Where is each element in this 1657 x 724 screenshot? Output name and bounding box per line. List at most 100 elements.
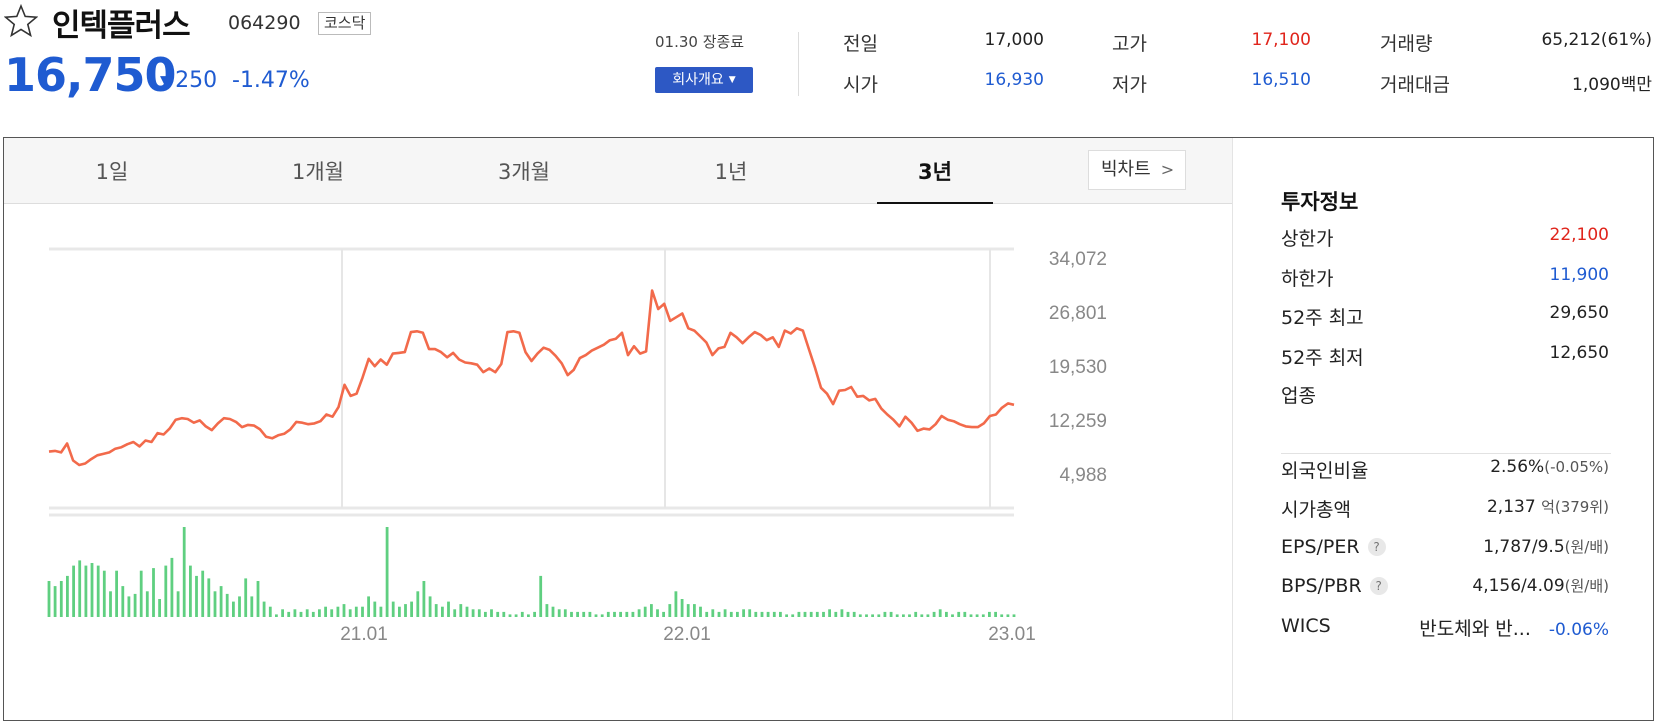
volume-bar [416,591,420,617]
volume-bar [606,611,610,617]
volume-bar [576,611,579,617]
eps-per-unit: (원/배) [1564,538,1609,556]
low-52w-label: 52주 최저 [1281,347,1364,369]
help-question-icon[interactable]: ? [1367,538,1386,556]
volume-bar [348,609,352,617]
volume-bar [619,611,622,617]
volume-bar [705,611,709,617]
price-change-value: 250 [175,68,218,93]
volume-bar [760,611,764,617]
volume-bar [754,611,758,617]
volume-bar [889,611,893,617]
bps-pbr-label: BPS/PBR? [1281,575,1388,597]
volume-bar [434,604,438,617]
volume-bar [963,611,967,617]
volume-bar [207,578,211,617]
volume-bar [318,609,321,617]
open-label: 시가 [843,74,878,96]
volume-bar [477,609,481,617]
volume-bar [914,611,918,617]
volume-bar [201,570,205,617]
tab-3y[interactable]: 3년 [918,160,952,184]
volume-bar [379,606,383,617]
volume-bar [797,611,801,617]
prev-close-label: 전일 [843,33,878,55]
tab-1y[interactable]: 1년 [714,160,748,184]
volume-bar [545,604,549,617]
volume-bar [361,606,364,617]
volume-bar [109,591,112,617]
sector-label: 업종 [1281,385,1316,407]
volume-bar [1006,614,1010,617]
volume-bar [1012,614,1016,617]
wics-value: 반도체와 반... -0.06% [1419,614,1609,641]
stock-code: 064290 [228,12,301,34]
volume-bar [828,609,831,617]
y-tick-label: 4,988 [1059,465,1107,486]
company-overview-button[interactable]: 회사개요 ▼ [655,67,753,93]
volume-bar [354,606,358,617]
volume-bar [877,614,881,617]
tab-1d[interactable]: 1일 [95,160,129,184]
volume-bar [447,601,450,617]
volume-bar [951,614,954,617]
x-axis-label: 22.01 [663,624,711,645]
wics-sector-link[interactable]: 반도체와 반... [1419,618,1531,640]
volume-bar [582,611,586,617]
company-overview-label: 회사개요 [672,72,724,88]
tab-1m[interactable]: 1개월 [291,160,344,184]
help-question-icon[interactable]: ? [1369,577,1388,595]
volume-bar [238,596,241,617]
volume-bar [182,527,186,617]
volume-bar [459,604,463,617]
volume-bar [920,614,924,617]
price-change-pct: -1.47% [232,68,310,93]
volume-bar [78,560,82,617]
big-chart-button[interactable]: 빅차트 > [1088,150,1186,190]
volume-bar [520,611,524,617]
volume-bar [994,611,997,617]
volume-bar [484,611,487,617]
favorite-star-icon[interactable] [4,4,38,38]
volume-bar [637,609,641,617]
volume-bar [883,611,887,617]
y-tick-label: 19,530 [1049,357,1107,378]
volume-bar [711,609,715,617]
volume-bar [662,611,665,617]
volume-bar [256,581,260,617]
volume-bar [815,611,819,617]
volume-bar [145,591,149,617]
volume-bar [717,611,721,617]
volume-bar [410,601,413,617]
volume-bar [779,611,782,617]
market-cap-main: 2,137 [1486,497,1536,517]
volume-bar [391,601,395,617]
volume-bar [213,591,217,617]
volume-bar [367,596,370,617]
bps-pbr-unit: (원/배) [1564,577,1609,595]
volume-bar [809,611,813,617]
low-52w-value: 12,650 [1549,343,1609,363]
wics-label: WICS [1281,615,1331,637]
investment-info-title: 투자정보 [1281,190,1359,214]
volume-bar [287,611,291,617]
period-tabs: 1일 1개월 3개월 1년 3년 빅차트 > [4,138,1232,204]
bps-pbr-label-text: BPS/PBR [1281,575,1362,597]
panel-divider [1232,138,1233,720]
volume-bar [723,609,727,617]
volume-bar [772,611,776,617]
volume-bar [514,614,518,617]
bps-pbr-value: 4,156/4.09(원/배) [1472,575,1609,596]
tab-3m[interactable]: 3개월 [497,160,550,184]
volume-bar [471,609,475,617]
volume-bar [988,611,991,617]
volume-bar [1000,614,1004,617]
volume-bar [441,606,444,617]
price-chart[interactable]: 34,072 26,801 19,530 12,259 4,988 21.01 22.01 2… [4,138,1232,722]
volume-bar [748,609,752,617]
volume-bar [176,591,180,617]
volume-bar [502,611,506,617]
foreign-ratio-value: 2.56%(-0.05%) [1490,457,1609,477]
volume-bar [736,611,739,617]
market-cap-label: 시가총액 [1281,499,1351,521]
